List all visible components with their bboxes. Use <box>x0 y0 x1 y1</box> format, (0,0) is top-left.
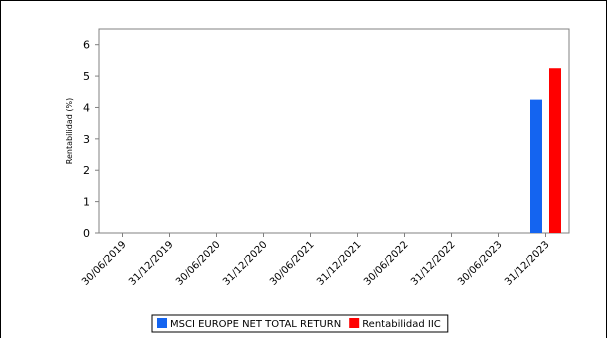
x-axis-ticks: 30/06/201931/12/201930/06/202031/12/2020… <box>80 233 552 288</box>
y-tick-label: 2 <box>83 164 90 177</box>
legend: MSCI EUROPE NET TOTAL RETURN Rentabilidad… <box>151 314 449 333</box>
plot-area <box>98 28 570 234</box>
x-tick-label: 31/12/2020 <box>221 239 270 288</box>
y-axis-ticks: 0 1 2 3 4 5 6 <box>83 39 99 240</box>
legend-swatch <box>349 318 360 328</box>
x-tick-label: 31/12/2019 <box>127 239 176 288</box>
y-axis-label: Rentabilidad (%) <box>65 98 74 164</box>
bars <box>530 68 561 233</box>
x-tick-label: 30/06/2020 <box>174 239 223 288</box>
x-tick-label: 30/06/2019 <box>80 239 129 288</box>
y-tick-label: 5 <box>83 70 90 83</box>
x-tick-label: 31/12/2022 <box>409 239 458 288</box>
x-tick-label: 30/06/2022 <box>362 239 411 288</box>
legend-label: MSCI EUROPE NET TOTAL RETURN <box>170 319 341 330</box>
bar <box>549 68 561 233</box>
y-tick-label: 6 <box>83 39 90 52</box>
legend-label: Rentabilidad IIC <box>362 319 441 330</box>
legend-swatch <box>157 318 167 328</box>
x-tick-label: 31/12/2023 <box>503 239 552 288</box>
bar <box>530 99 542 233</box>
y-tick-label: 1 <box>83 196 90 209</box>
x-tick-label: 31/12/2021 <box>315 239 364 288</box>
legend-box <box>151 314 449 333</box>
y-tick-label: 0 <box>83 227 90 240</box>
x-tick-label: 30/06/2023 <box>456 239 505 288</box>
x-tick-label: 30/06/2021 <box>268 239 317 288</box>
y-tick-label: 3 <box>83 133 90 146</box>
y-tick-label: 4 <box>83 101 90 114</box>
